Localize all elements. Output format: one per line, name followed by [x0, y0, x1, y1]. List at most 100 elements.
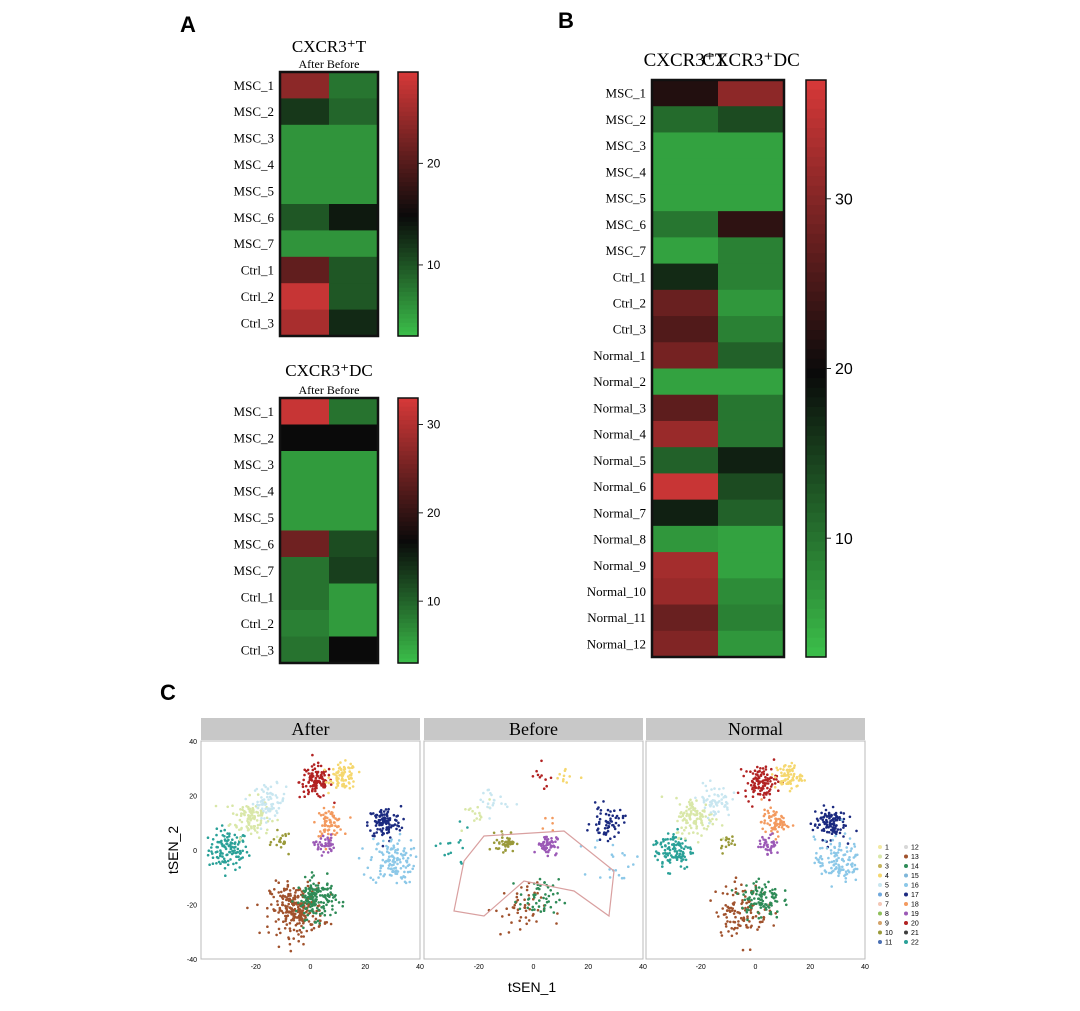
scatter-point [735, 932, 738, 935]
scatter-point [271, 819, 274, 823]
colorbar-segment [806, 503, 826, 514]
scatter-point [762, 770, 766, 773]
scatter-point [724, 885, 728, 888]
scatter-point [702, 801, 706, 804]
scatter-point [692, 821, 696, 824]
scatter-point [306, 768, 310, 772]
scatter-point [314, 917, 318, 921]
scatter-point [783, 764, 786, 768]
scatter-point [563, 901, 567, 905]
scatter-point [750, 898, 753, 902]
scatter-point [764, 768, 768, 771]
scatter-point [409, 854, 413, 857]
scatter-point [306, 909, 309, 912]
scatter-point [488, 847, 492, 851]
heatmap-cell [652, 237, 719, 265]
scatter-point [284, 914, 287, 918]
scatter-point [826, 830, 829, 834]
colorbar-segment [806, 156, 826, 168]
scatter-point [840, 818, 844, 822]
scatter-point [333, 829, 336, 832]
scatter-point [516, 898, 520, 902]
scatter-point [730, 889, 734, 892]
scatter-point [829, 839, 833, 842]
scatter-point [830, 819, 834, 822]
scatter-point [544, 778, 547, 781]
colorbar-segment [398, 548, 418, 554]
colorbar-segment [806, 310, 826, 322]
scatter-point [324, 847, 328, 851]
scatter-point [308, 901, 311, 904]
colorbar-segment [398, 270, 418, 275]
scatter-point [223, 838, 227, 841]
scatter-point [764, 778, 767, 782]
scatter-point [247, 807, 250, 811]
scatter-point [705, 827, 709, 831]
colorbar-segment [398, 129, 418, 135]
scatter-point [329, 839, 333, 842]
scatter-point [379, 872, 382, 876]
scatter-point [830, 885, 833, 888]
y-tick-label: 20 [189, 794, 197, 801]
scatter-point [269, 892, 272, 895]
legend-label: 9 [885, 921, 889, 928]
scatter-point [709, 779, 712, 782]
scatter-point [739, 916, 743, 920]
scatter-point [402, 857, 405, 860]
scatter-point [792, 772, 796, 776]
scatter-point [773, 843, 777, 847]
scatter-point [607, 813, 611, 817]
scatter-point [759, 845, 763, 849]
scatter-point [259, 819, 263, 822]
heatmap-cell [329, 256, 379, 284]
scatter-point [686, 846, 690, 849]
scatter-point [299, 902, 303, 905]
cluster-outline [453, 830, 615, 918]
scatter-point [396, 842, 399, 845]
scatter-point [265, 791, 269, 795]
heatmap-cell [280, 124, 330, 152]
scatter-point [313, 843, 316, 847]
scatter-point [768, 798, 771, 802]
scatter-point [749, 783, 753, 787]
scatter-point [393, 867, 396, 870]
scatter-point [326, 872, 329, 875]
scatter-point [769, 901, 772, 905]
scatter-point [408, 880, 412, 884]
scatter-point [476, 805, 480, 809]
scatter-point [234, 845, 237, 849]
scatter-point [782, 768, 785, 771]
scatter-point [251, 802, 255, 806]
scatter-point [552, 844, 556, 848]
scatter-point [319, 847, 323, 851]
scatter-point [255, 810, 258, 814]
x-tick-label: -20 [474, 964, 484, 971]
scatter-point [705, 789, 709, 793]
scatter-point [754, 776, 757, 779]
scatter-point [392, 824, 395, 827]
scatter-point [674, 854, 678, 857]
legend-label: 15 [911, 873, 919, 880]
colorbar-segment [806, 214, 826, 225]
scatter-point [341, 771, 344, 775]
scatter-point [387, 867, 390, 870]
scatter-point [283, 841, 286, 845]
scatter-point [337, 825, 340, 828]
scatter-point [714, 812, 717, 815]
colorbar-segment [806, 493, 826, 504]
scatter-point [733, 880, 737, 883]
scatter-point [684, 839, 687, 842]
scatter-point [292, 914, 295, 918]
scatter-point [507, 842, 510, 846]
scatter-point [238, 836, 242, 840]
scatter-point [764, 765, 768, 768]
scatter-point [318, 841, 322, 844]
scatter-point [834, 832, 838, 836]
scatter-point [316, 843, 320, 846]
heatmap-cell [718, 184, 785, 212]
scatter-point [317, 901, 321, 904]
scatter-point [764, 830, 767, 834]
scatter-point [404, 851, 408, 855]
scatter-point [491, 803, 495, 807]
scatter-point [256, 823, 260, 827]
